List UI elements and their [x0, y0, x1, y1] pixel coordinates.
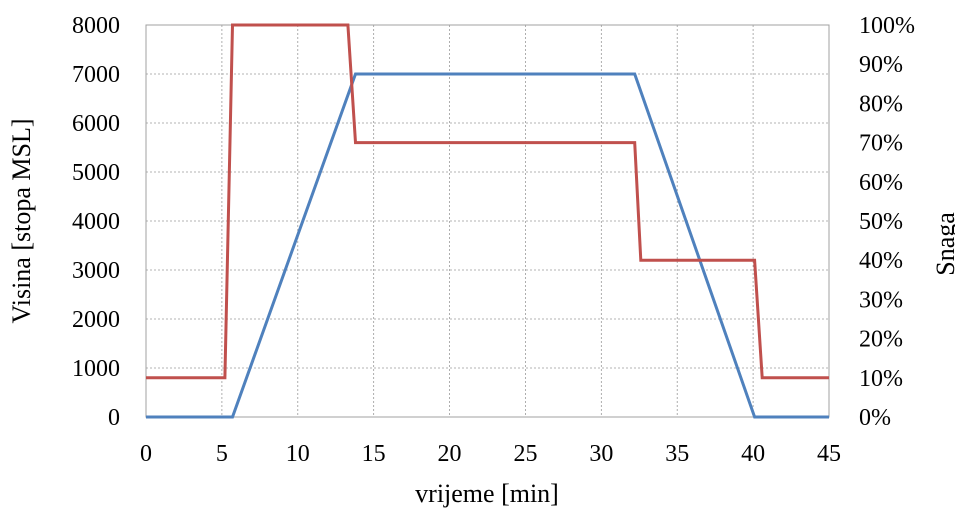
x-tick-label: 10 [286, 441, 310, 467]
y-tick-label: 2000 [72, 307, 120, 333]
y2-axis-title: Snaga [931, 212, 955, 276]
grid-lines [146, 25, 829, 417]
x-tick-label: 20 [438, 441, 462, 467]
x-axis-ticks: 0 5 10 15 20 25 30 35 40 45 [140, 441, 841, 467]
x-tick-label: 35 [665, 441, 689, 467]
y2-tick-label: 70% [859, 131, 903, 157]
y2-tick-label: 20% [859, 327, 903, 353]
power-series-line [146, 23, 829, 380]
y2-tick-label: 60% [859, 170, 903, 196]
altitude-series-line [146, 72, 829, 419]
x-tick-label: 45 [817, 441, 841, 467]
x-tick-label: 30 [589, 441, 613, 467]
y2-tick-label: 40% [859, 248, 903, 274]
x-tick-label: 5 [216, 441, 228, 467]
y2-tick-label: 0% [859, 405, 891, 431]
y-tick-label: 3000 [72, 258, 120, 284]
y-tick-label: 4000 [72, 209, 120, 235]
series-lines [146, 23, 829, 419]
plot-frame [145, 24, 830, 418]
x-tick-label: 0 [140, 441, 152, 467]
y-tick-label: 7000 [72, 62, 120, 88]
y-tick-label: 0 [108, 405, 120, 431]
y-axis-title: Visina [stopa MSL] [7, 119, 36, 324]
y-tick-label: 1000 [72, 356, 120, 382]
y-axis-ticks: 0 1000 2000 3000 4000 5000 6000 7000 8000 [72, 13, 120, 431]
y-tick-label: 5000 [72, 160, 120, 186]
y2-tick-label: 100% [859, 13, 915, 39]
y2-tick-label: 90% [859, 52, 903, 78]
x-tick-label: 40 [741, 441, 765, 467]
y2-tick-label: 30% [859, 287, 903, 313]
y-tick-label: 6000 [72, 111, 120, 137]
x-axis-title: vrijeme [min] [415, 479, 559, 508]
y2-tick-label: 50% [859, 209, 903, 235]
x-tick-label: 15 [362, 441, 386, 467]
y2-tick-label: 10% [859, 366, 903, 392]
y2-tick-label: 80% [859, 91, 903, 117]
x-tick-label: 25 [513, 441, 537, 467]
y-tick-label: 8000 [72, 13, 120, 39]
y2-axis-ticks: 0% 10% 20% 30% 40% 50% 60% 70% 80% 90% 100% [859, 13, 915, 431]
